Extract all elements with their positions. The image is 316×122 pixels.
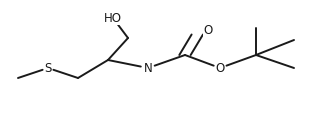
Text: HO: HO (104, 11, 122, 25)
Text: O: O (204, 24, 213, 36)
Text: O: O (216, 61, 225, 75)
Text: N: N (144, 61, 152, 75)
Text: S: S (44, 61, 52, 75)
